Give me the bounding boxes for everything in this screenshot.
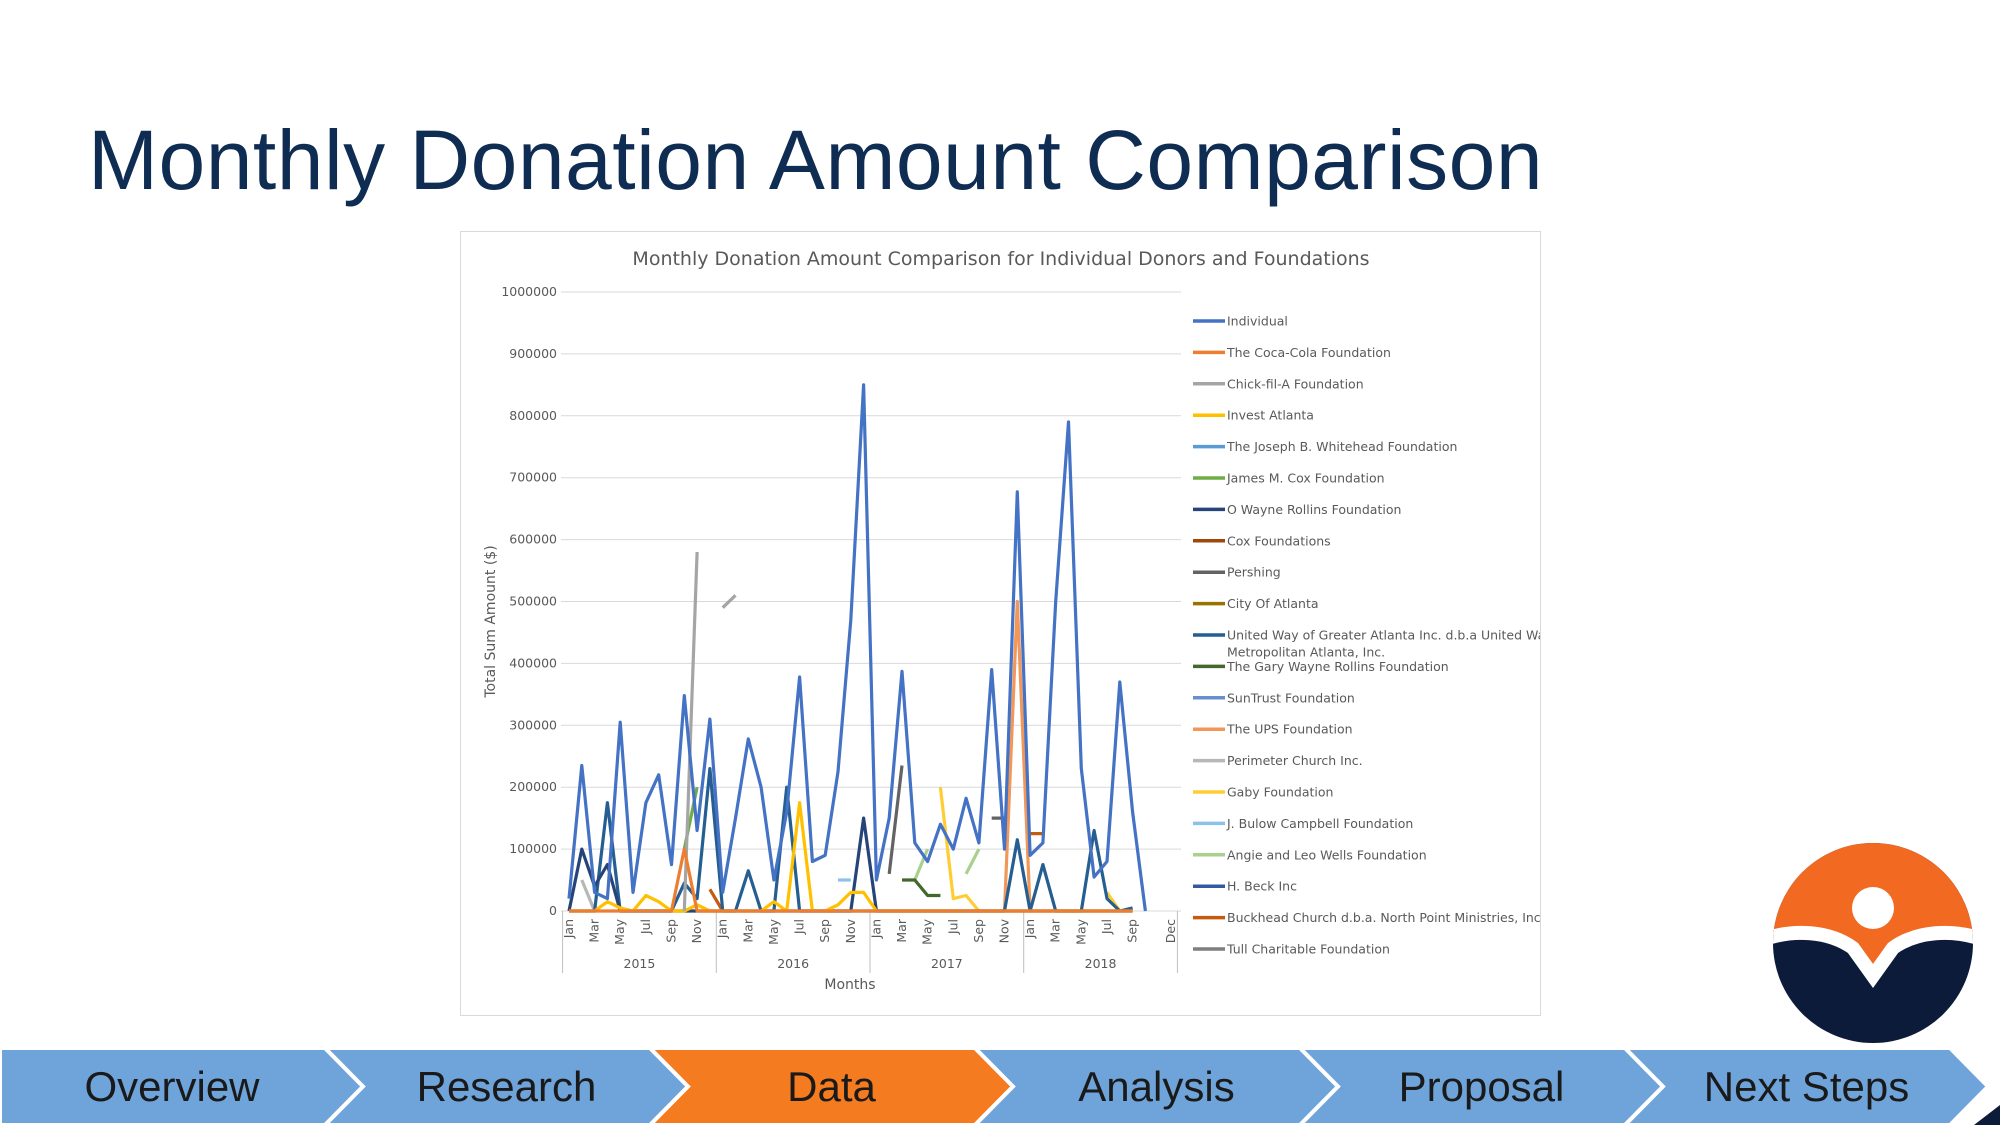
logo-v-stroke: [1773, 925, 1973, 989]
x-tick-label: Nov: [843, 918, 858, 943]
y-tick-label: 800000: [509, 408, 557, 423]
x-tick-label: May: [766, 918, 781, 944]
series-line: [580, 879, 597, 912]
x-tick-label: Nov: [689, 918, 704, 943]
legend-entry: J. Bulow Campbell Foundation: [1226, 816, 1413, 831]
legend-entry: Pershing: [1227, 565, 1281, 580]
legend-entry: Tull Charitable Foundation: [1226, 942, 1390, 957]
legend-entry: The UPS Foundation: [1226, 722, 1353, 737]
year-label: 2017: [931, 956, 963, 971]
nav-step-research[interactable]: [322, 1048, 691, 1125]
x-tick-label: Jan: [1022, 919, 1037, 939]
y-axis-label: Total Sum Amount ($): [483, 545, 499, 698]
series-line: [569, 801, 1133, 913]
nav-step-label[interactable]: Analysis: [1078, 1063, 1235, 1110]
x-tick-label: May: [920, 918, 935, 944]
chart-title: Monthly Donation Amount Comparison for I…: [632, 248, 1369, 270]
x-tick-label: Sep: [971, 919, 986, 943]
x-tick-label: Jan: [561, 919, 576, 939]
legend-entry: The Coca-Cola Foundation: [1226, 345, 1391, 360]
series-line: [567, 383, 1147, 912]
x-tick-label: Jul: [638, 919, 653, 935]
legend-entry: The Gary Wayne Rollins Foundation: [1226, 659, 1449, 674]
x-tick-label: Jan: [715, 919, 730, 939]
x-tick-label: Sep: [817, 919, 832, 943]
y-tick-label: 600000: [509, 532, 557, 547]
legend-entry-line1: United Way of Greater Atlanta Inc. d.b.a…: [1227, 628, 1540, 643]
x-tick-label: Mar: [740, 918, 755, 942]
nav-step-proposal[interactable]: [1297, 1048, 1666, 1125]
y-tick-label: 1000000: [501, 284, 557, 299]
series-line: [1002, 599, 1032, 912]
x-tick-label: May: [612, 918, 627, 944]
legend-entry: City Of Atlanta: [1227, 596, 1319, 611]
logo-icon: [1773, 843, 1973, 1043]
nav-step-label[interactable]: Data: [787, 1063, 876, 1110]
series-line: [708, 832, 1043, 912]
y-tick-label: 100000: [509, 841, 557, 856]
page-title: Monthly Donation Amount Comparison: [88, 113, 1544, 207]
year-label: 2015: [624, 956, 656, 971]
series-line: [569, 847, 1133, 913]
y-tick-label: 500000: [509, 594, 557, 609]
y-tick-label: 0: [549, 903, 557, 918]
x-tick-label: Jul: [945, 919, 960, 935]
x-tick-label: May: [1073, 918, 1088, 944]
x-tick-label: Jan: [868, 919, 883, 939]
legend-entry: Angie and Leo Wells Foundation: [1227, 847, 1427, 862]
x-axis-label: Months: [824, 977, 875, 993]
y-tick-label: 900000: [509, 346, 557, 361]
legend-entry: Buckhead Church d.b.a. North Point Minis…: [1227, 910, 1540, 925]
x-tick-label: Mar: [1048, 918, 1063, 942]
legend-entry: The Joseph B. Whitehead Foundation: [1226, 439, 1457, 454]
series-line: [902, 878, 941, 898]
logo-head: [1852, 887, 1894, 929]
legend-entry: Cox Foundations: [1227, 533, 1331, 548]
nav-step-label[interactable]: Proposal: [1398, 1063, 1565, 1110]
nav-step-label[interactable]: Next Steps: [1703, 1063, 1910, 1110]
legend-entry: United Way of Greater Atlanta Inc. d.b.a…: [1227, 628, 1540, 660]
chart-container: Monthly Donation Amount Comparison for I…: [460, 231, 1541, 1016]
series-line: [567, 816, 1133, 913]
legend-entry: O Wayne Rollins Foundation: [1227, 502, 1401, 517]
y-tick-label: 400000: [509, 655, 557, 670]
nav-step-label[interactable]: Overview: [84, 1063, 260, 1110]
x-tick-label: Jul: [792, 919, 807, 935]
corner-accent: [1974, 1105, 2000, 1125]
nav-step-label[interactable]: Research: [416, 1063, 597, 1110]
x-tick-label: Jul: [1099, 919, 1114, 935]
legend-entry: SunTrust Foundation: [1227, 690, 1355, 705]
series-line: [887, 765, 1005, 875]
year-label: 2018: [1085, 956, 1117, 971]
progress-nav: [0, 1048, 2000, 1125]
series-line: [569, 767, 1133, 913]
x-tick-label: Sep: [663, 919, 678, 943]
legend-entry: James M. Cox Foundation: [1226, 471, 1385, 486]
y-tick-label: 300000: [509, 717, 557, 732]
legend-entry: Chick-fil-A Foundation: [1227, 376, 1364, 391]
nav-step-next-steps[interactable]: [1622, 1048, 1991, 1125]
y-tick-label: 200000: [509, 779, 557, 794]
x-tick-label: Mar: [587, 918, 602, 942]
nav-step-data[interactable]: [647, 1048, 1016, 1125]
legend-entry: Gaby Foundation: [1227, 785, 1333, 800]
series-line: [682, 551, 737, 912]
series-line: [913, 848, 981, 881]
x-tick-label: Dec: [1163, 919, 1178, 943]
x-tick-label: Mar: [894, 918, 909, 942]
legend-entry: Invest Atlanta: [1227, 408, 1314, 423]
legend-entry: Perimeter Church Inc.: [1227, 753, 1363, 768]
nav-step-analysis[interactable]: [972, 1048, 1341, 1125]
legend-entry: H. Beck Inc: [1227, 879, 1297, 894]
line-chart: Monthly Donation Amount Comparison for I…: [483, 248, 1540, 993]
legend-entry-line2: Metropolitan Atlanta, Inc.: [1227, 645, 1385, 660]
legend-entry: Individual: [1227, 314, 1288, 329]
x-tick-label: Nov: [996, 918, 1011, 943]
y-tick-label: 700000: [509, 470, 557, 485]
x-tick-label: Sep: [1125, 919, 1140, 943]
year-label: 2016: [777, 956, 809, 971]
